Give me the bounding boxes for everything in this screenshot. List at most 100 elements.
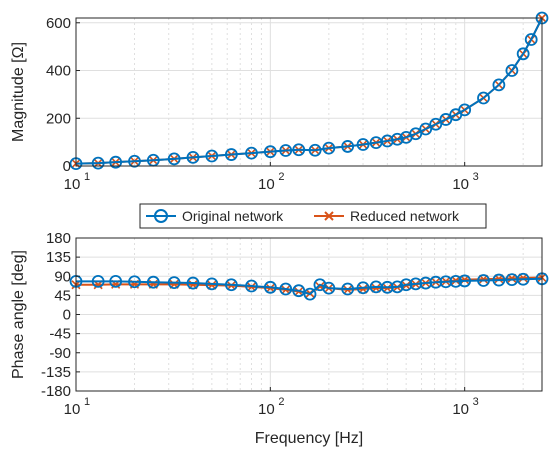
phase-original-point [303,287,317,301]
phase-original-point [356,281,370,295]
phase-xtick-label: 10 [452,401,469,418]
phase-xtick-exponent: 2 [278,396,284,408]
legend-reduced-label: Reduced network [350,208,460,224]
magnitude-original-point [146,153,160,167]
phase-original-point [146,275,160,289]
phase-ytick-label: -180 [41,383,71,400]
phase-original-point [322,281,336,295]
phase-original-point [205,277,219,291]
magnitude-xtick-exponent: 3 [473,171,479,183]
magnitude-original-point [369,136,383,150]
magnitude-original-point [419,122,433,136]
phase-original-point [245,279,258,293]
phase-original-point [167,276,181,290]
magnitude-original-point [322,141,336,155]
phase-original-point [91,274,105,288]
phase-ytick-label: 135 [46,249,71,266]
magnitude-xtick-label: 10 [64,176,81,193]
phase-xtick-label: 10 [64,401,81,418]
magnitude-original-point [245,146,258,160]
magnitude-original-point [492,78,506,92]
phase-ytick-label: 90 [54,268,71,285]
magnitude-ytick-label: 400 [46,63,71,80]
phase-original-point [409,277,423,291]
magnitude-ytick-label: 0 [63,158,71,175]
magnitude-ylabel: Magnitude [Ω] [10,42,27,142]
phase-original-point [292,284,306,298]
legend[interactable]: Original network Reduced network [139,203,487,229]
phase-original-point [341,282,355,296]
phase-original-point [399,278,413,292]
magnitude-original-point [128,154,141,168]
phase-original-point [516,272,530,286]
legend-original-label: Original network [182,208,284,224]
legend-box [139,203,487,229]
magnitude-xtick-label: 10 [452,176,469,193]
legend-entry-original[interactable]: Original network [146,208,284,224]
phase-original-point [449,274,463,288]
phase-xtick-exponent: 3 [473,396,479,408]
phase-ytick-label: 180 [46,230,71,247]
phase-original-point [429,275,443,289]
phase-original-point [458,274,472,288]
phase-series [69,272,549,301]
phase-original-point [390,280,404,294]
phase-original-point [186,276,200,290]
phase-original-point [224,278,238,292]
magnitude-original-point [429,117,443,131]
magnitude-xtick-exponent: 2 [278,171,284,183]
magnitude-original-point [205,149,219,163]
magnitude-original-point [224,148,238,161]
phase-original-point [505,273,519,287]
magnitude-original-point [390,132,404,146]
magnitude-original-point [292,143,306,157]
phase-ylabel: Phase angle [deg] [10,250,27,379]
magnitude-plot-area [76,18,542,166]
magnitude-original-point [308,143,322,157]
magnitude-original-point [91,156,105,170]
phase-ytick-label: 45 [54,287,71,304]
magnitude-ytick-label: 600 [46,15,71,32]
legend-reduced-marker [324,211,334,221]
phase-original-point [128,275,141,289]
magnitude-original-point [505,64,519,77]
phase-original-point [369,280,383,294]
magnitude-xtick-exponent: 1 [84,171,90,183]
phase-ytick-label: 0 [63,307,71,324]
phase-xtick-label: 10 [258,401,275,418]
magnitude-original-point [167,152,181,166]
phase-ytick-label: -90 [49,345,71,362]
phase-original-point [439,275,453,289]
magnitude-xtick-label: 10 [258,176,275,193]
phase-original-point [492,273,506,287]
magnitude-original-point [409,127,423,141]
phase-original-point [380,280,394,294]
phase-xtick-exponent: 1 [84,396,90,408]
magnitude-original-point [458,103,472,117]
magnitude-ytick-label: 200 [46,110,71,127]
magnitude-original-point [439,113,453,126]
magnitude-original-point [186,151,200,164]
phase-ytick-label: -135 [41,364,71,381]
magnitude-original-point [341,140,355,153]
magnitude-original-point [109,155,123,169]
magnitude-axes-box [75,17,543,167]
legend-entry-reduced[interactable]: Reduced network [314,208,460,224]
legend-original-marker [154,209,168,223]
phase-original-point [279,282,293,296]
magnitude-original-point [524,33,538,46]
magnitude-original-point [477,91,490,105]
magnitude-original-point [279,144,293,157]
phase-xlabel: Frequency [Hz] [255,430,363,447]
magnitude-original-point [263,145,277,159]
phase-original-point [109,274,123,288]
magnitude-original-point [516,47,530,61]
phase-ytick-label: -45 [49,326,71,343]
magnitude-original-point [356,138,370,151]
phase-original-point [263,280,277,294]
